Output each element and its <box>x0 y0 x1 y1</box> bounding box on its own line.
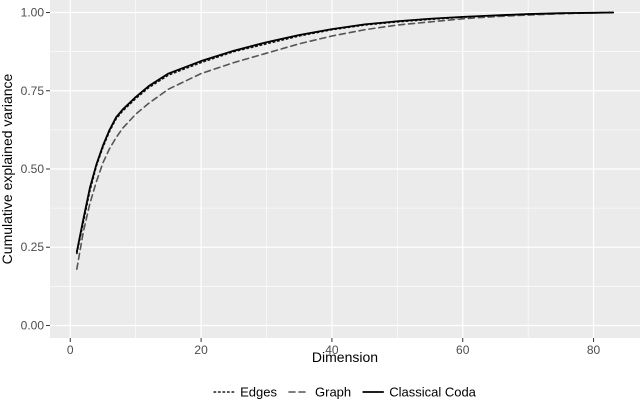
series-line-classical-coda <box>75 11 615 253</box>
y-tick-label: 0.25 <box>21 240 45 254</box>
legend-label: Edges <box>240 385 277 400</box>
x-tick-label: 80 <box>587 343 601 357</box>
legend-item: Graph <box>288 385 351 400</box>
series-lines <box>75 11 615 270</box>
y-axis-ticks: 0.00 0.25 0.50 0.75 1.00 <box>21 6 50 332</box>
x-tick-label: 40 <box>325 343 339 357</box>
legend-item: Classical Coda <box>362 385 477 400</box>
x-tick-label: 20 <box>194 343 208 357</box>
y-tick-label: 0.50 <box>21 162 45 176</box>
x-axis-ticks: 0 20 40 60 80 <box>67 338 601 357</box>
x-tick-label: 0 <box>67 343 74 357</box>
x-tick-label: 60 <box>456 343 470 357</box>
legend: Edges Graph Classical Coda <box>213 385 477 400</box>
legend-label: Graph <box>315 385 351 400</box>
y-tick-label: 0.75 <box>21 84 45 98</box>
series-line-graph <box>76 11 614 270</box>
y-tick-label: 0.00 <box>21 318 45 332</box>
major-gridlines <box>50 0 640 338</box>
x-axis-title: Dimension <box>312 349 378 365</box>
y-axis-title: Cumulative explained variance <box>0 73 15 264</box>
legend-item: Edges <box>213 385 277 400</box>
legend-label: Classical Coda <box>389 385 476 400</box>
y-tick-label: 1.00 <box>21 6 45 20</box>
